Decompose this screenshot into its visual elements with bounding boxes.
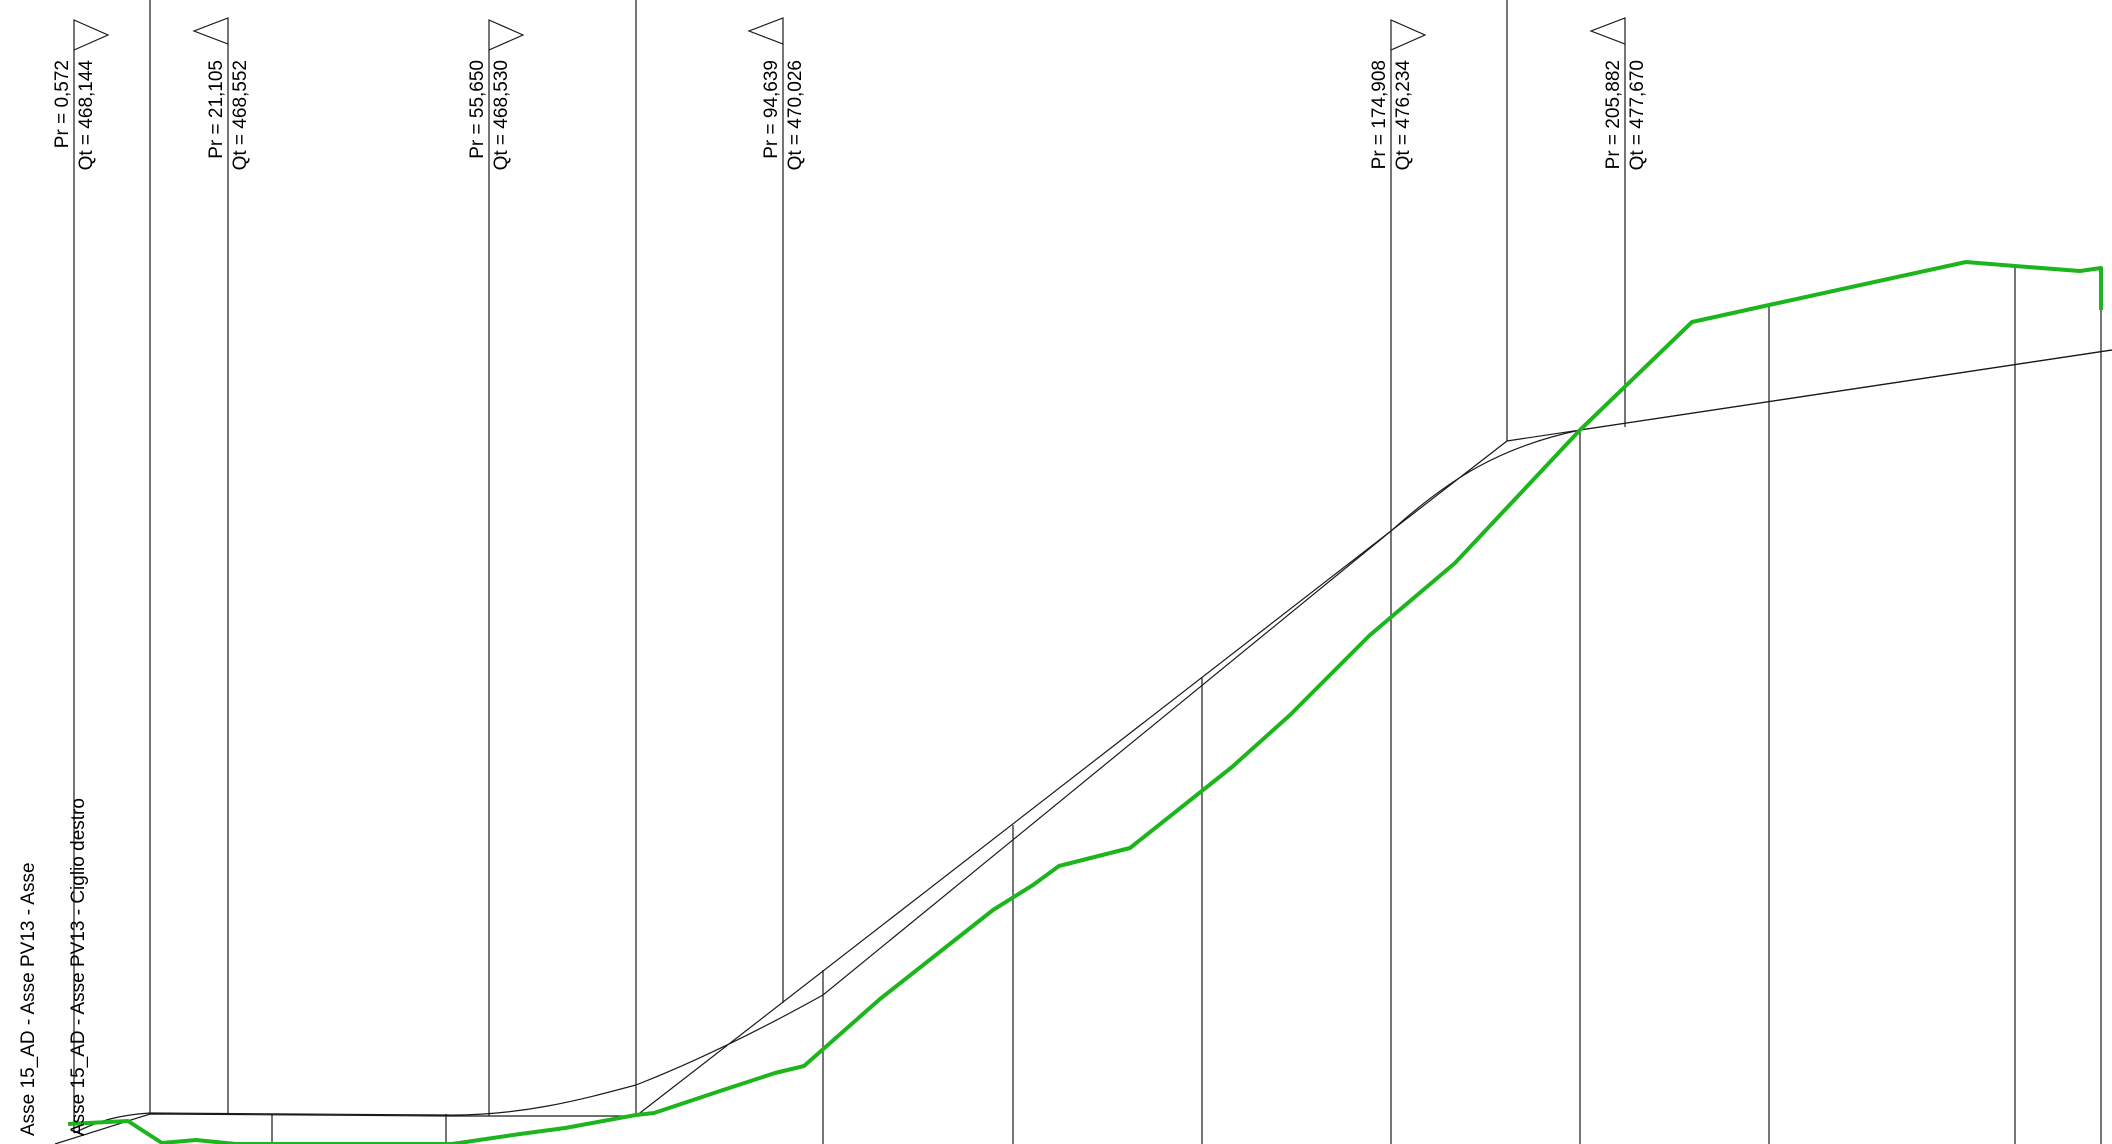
tangent-polyline	[54, 349, 2112, 1144]
marker-qt-label: Qt = 470,026	[785, 60, 806, 170]
vertical-curve-line	[73, 349, 2112, 1134]
legend-asse-label: Asse 15_AD - Asse PV13 - Asse	[18, 862, 39, 1136]
marker-qt-label: Qt = 468,530	[491, 60, 512, 170]
marker-triangle	[73, 19, 110, 51]
marker-triangle	[192, 17, 229, 45]
marker-triangle	[1589, 17, 1626, 45]
marker-triangle	[488, 19, 525, 51]
marker-pr-label: Pr = 174,908	[1369, 60, 1390, 169]
marker-pr-label: Pr = 205,882	[1603, 60, 1624, 169]
marker-qt-label: Qt = 477,670	[1627, 60, 1648, 170]
marker-qt-label: Qt = 468,552	[230, 60, 251, 170]
marker-triangle	[747, 17, 784, 45]
terrain-line	[67, 260, 2103, 1144]
marker-pr-label: Pr = 55,650	[467, 60, 488, 159]
marker-qt-label: Qt = 476,234	[1393, 60, 1414, 171]
legend-ciglio-label: Asse 15_AD - Asse PV13 - Ciglio destro	[68, 798, 89, 1136]
marker-pr-label: Pr = 0,572	[52, 60, 73, 148]
marker-pr-label: Pr = 94,639	[761, 60, 782, 159]
marker-qt-label: Qt = 468,144	[76, 60, 97, 171]
marker-triangle	[1390, 19, 1427, 51]
marker-pr-label: Pr = 21,105	[206, 60, 227, 159]
